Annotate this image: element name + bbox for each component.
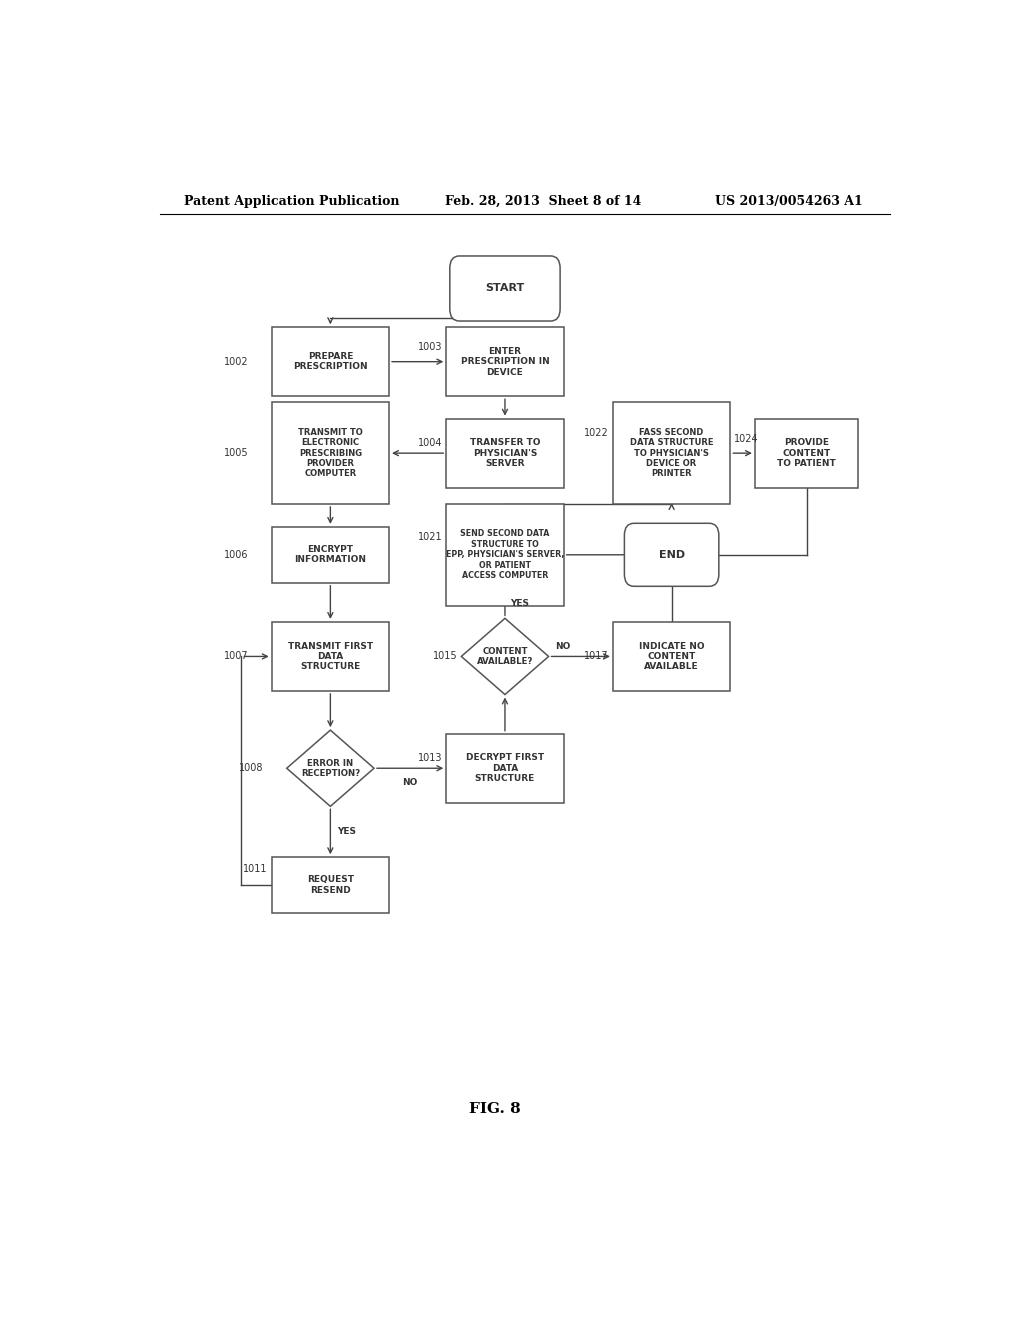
Text: TRANSFER TO
PHYSICIAN'S
SERVER: TRANSFER TO PHYSICIAN'S SERVER (470, 438, 541, 469)
Text: 1013: 1013 (418, 754, 442, 763)
Text: END: END (658, 550, 685, 560)
Text: DECRYPT FIRST
DATA
STRUCTURE: DECRYPT FIRST DATA STRUCTURE (466, 754, 544, 783)
Text: 1022: 1022 (584, 428, 609, 438)
Polygon shape (461, 618, 549, 694)
FancyBboxPatch shape (613, 622, 730, 690)
Text: 1017: 1017 (585, 652, 609, 661)
FancyBboxPatch shape (271, 403, 389, 504)
Text: Patent Application Publication: Patent Application Publication (183, 194, 399, 207)
Text: PROVIDE
CONTENT
TO PATIENT: PROVIDE CONTENT TO PATIENT (777, 438, 836, 469)
Text: NO: NO (402, 779, 418, 788)
Text: PREPARE
PRESCRIPTION: PREPARE PRESCRIPTION (293, 352, 368, 371)
FancyBboxPatch shape (271, 857, 389, 913)
Text: 1002: 1002 (224, 356, 249, 367)
FancyBboxPatch shape (446, 418, 563, 487)
FancyBboxPatch shape (446, 504, 563, 606)
FancyBboxPatch shape (446, 734, 563, 803)
Text: 1003: 1003 (418, 342, 442, 352)
FancyBboxPatch shape (625, 523, 719, 586)
FancyBboxPatch shape (755, 418, 858, 487)
Text: NO: NO (555, 643, 570, 651)
FancyBboxPatch shape (613, 403, 730, 504)
Polygon shape (287, 730, 374, 807)
Text: TRANSMIT FIRST
DATA
STRUCTURE: TRANSMIT FIRST DATA STRUCTURE (288, 642, 373, 672)
Text: REQUEST
RESEND: REQUEST RESEND (307, 875, 354, 895)
Text: YES: YES (511, 599, 529, 609)
Text: CONTENT
AVAILABLE?: CONTENT AVAILABLE? (477, 647, 534, 667)
Text: 1024: 1024 (734, 434, 759, 444)
FancyBboxPatch shape (271, 327, 389, 396)
Text: INDICATE NO
CONTENT
AVAILABLE: INDICATE NO CONTENT AVAILABLE (639, 642, 705, 672)
Text: YES: YES (337, 828, 355, 837)
Text: 1006: 1006 (224, 550, 249, 560)
Text: FASS SECOND
DATA STRUCTURE
TO PHYSICIAN'S
DEVICE OR
PRINTER: FASS SECOND DATA STRUCTURE TO PHYSICIAN'… (630, 428, 714, 478)
Text: 1015: 1015 (433, 652, 458, 661)
Text: 1011: 1011 (243, 863, 267, 874)
Text: Feb. 28, 2013  Sheet 8 of 14: Feb. 28, 2013 Sheet 8 of 14 (445, 194, 642, 207)
Text: 1005: 1005 (224, 449, 249, 458)
Text: ERROR IN
RECEPTION?: ERROR IN RECEPTION? (301, 759, 359, 777)
Text: FIG. 8: FIG. 8 (469, 1102, 521, 1115)
FancyBboxPatch shape (450, 256, 560, 321)
Text: ENTER
PRESCRIPTION IN
DEVICE: ENTER PRESCRIPTION IN DEVICE (461, 347, 549, 376)
FancyBboxPatch shape (446, 327, 563, 396)
Text: ENCRYPT
INFORMATION: ENCRYPT INFORMATION (294, 545, 367, 565)
Text: 1004: 1004 (418, 438, 442, 447)
Text: START: START (485, 284, 524, 293)
Text: 1007: 1007 (224, 652, 249, 661)
Text: TRANSMIT TO
ELECTRONIC
PRESCRIBING
PROVIDER
COMPUTER: TRANSMIT TO ELECTRONIC PRESCRIBING PROVI… (298, 428, 362, 478)
FancyBboxPatch shape (271, 622, 389, 690)
Text: US 2013/0054263 A1: US 2013/0054263 A1 (715, 194, 863, 207)
FancyBboxPatch shape (271, 527, 389, 582)
Text: SEND SECOND DATA
STRUCTURE TO
EPP, PHYSICIAN'S SERVER,
OR PATIENT
ACCESS COMPUTE: SEND SECOND DATA STRUCTURE TO EPP, PHYSI… (445, 529, 564, 579)
Text: 1021: 1021 (418, 532, 442, 541)
Text: 1008: 1008 (240, 763, 263, 774)
